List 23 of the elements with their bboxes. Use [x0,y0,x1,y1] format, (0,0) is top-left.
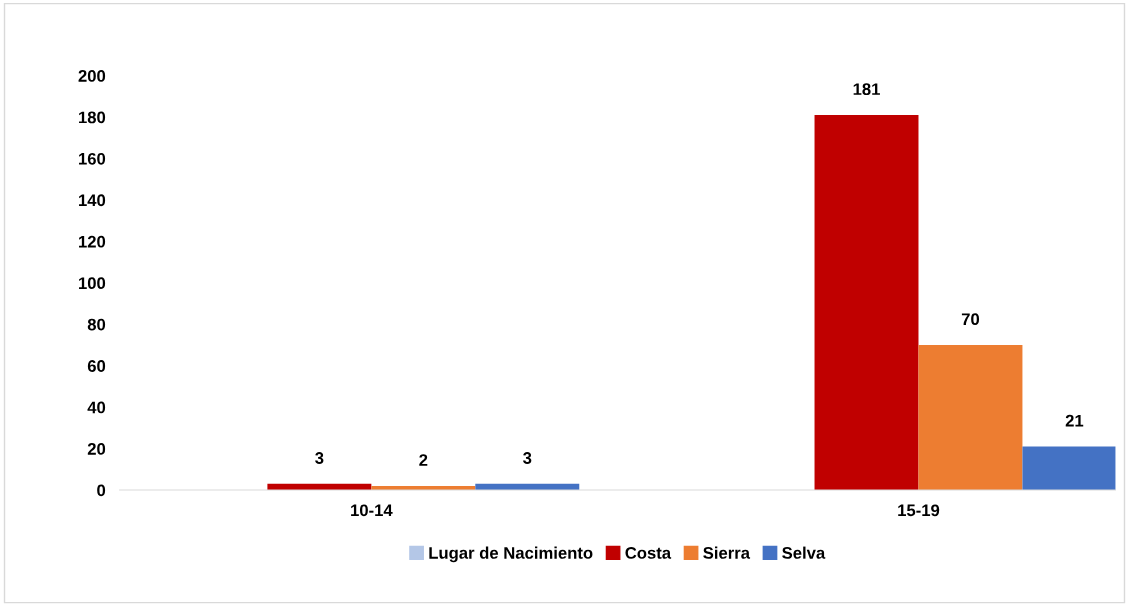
legend-label: Lugar de Nacimiento [429,546,593,563]
y-tick-label: 160 [79,152,106,165]
y-tick-label: 120 [79,235,106,248]
x-tick-label: 15-19 [898,504,940,517]
data-label: 21 [1065,414,1084,427]
x-tick-label: 10-14 [351,504,393,517]
data-label: 70 [961,313,980,326]
y-tick-label: 0 [97,484,106,497]
y-tick-label: 200 [78,70,106,82]
y-tick-label: 140 [79,194,106,207]
data-label: 3 [523,452,532,464]
data-label: 181 [853,83,880,96]
data-label: 2 [419,454,428,466]
y-tick-label: 100 [79,277,106,290]
legend-label: Costa [625,547,672,559]
y-tick-label: 40 [87,401,106,414]
y-tick-label: 80 [87,318,106,331]
y-tick-label: 20 [87,443,106,455]
data-label: 3 [315,452,324,464]
legend-label: Sierra [703,546,751,559]
y-tick-label: 180 [79,111,106,124]
y-tick-label: 60 [87,360,106,372]
legend-label: Selva [782,546,826,559]
